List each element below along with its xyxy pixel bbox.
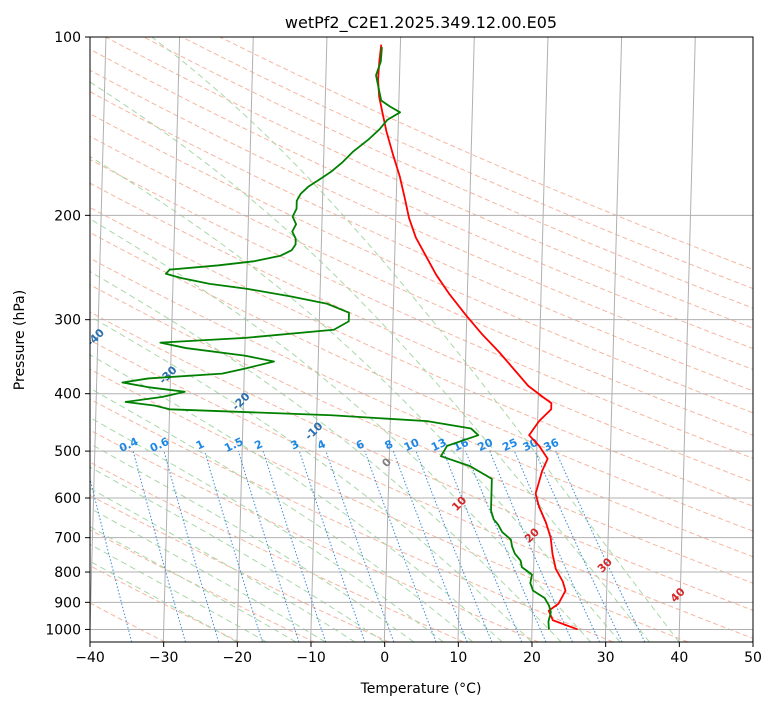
isotherm-line [531,37,549,642]
moist-adiabats [90,37,680,642]
mixing-ratio-label: 13 [429,436,448,454]
isotherm-line [678,37,696,642]
dewpoint-profile-line [121,47,552,630]
moist-adiabat-line [90,270,562,642]
y-tick-label: 200 [54,208,81,224]
moist-adiabat-line [90,387,474,642]
mixing-ratio-line [513,450,600,642]
mixing-ratio-line [465,450,547,642]
dry-adiabats [90,37,753,642]
y-tick-label: 800 [54,565,81,581]
moist-adiabat-line [90,507,326,642]
x-tick-label: −40 [75,650,105,666]
mixing-ratio-line [364,450,437,642]
mixing-ratio-label: 20 [476,436,496,454]
mixing-ratio-line [489,450,573,642]
x-axis-ticks: −40 −30 −20 −10 0 10 20 30 40 50 [75,642,762,666]
y-tick-label: 400 [54,387,81,403]
mixing-ratio-label: 25 [500,436,519,454]
x-tick-label: −20 [223,650,253,666]
isotherm-line [236,37,254,642]
mixing-ratio-label: 30 [521,436,541,454]
y-tick-label: 500 [54,444,81,460]
x-tick-label: 30 [597,650,615,666]
moist-adiabat-line [90,466,385,642]
moist-adiabat-line [90,487,356,642]
temperature-profile-line [377,44,578,631]
isotherms [90,37,753,642]
dry-adiabat-line [90,429,539,642]
mixing-ratio-line [415,450,493,642]
dry-adiabat-line [90,113,753,414]
plot-area: -100-90-80-70-60-50-40-30-20-10010203040… [90,37,753,642]
plot-frame [89,36,754,643]
dry-adiabat-line [90,135,753,436]
moist-adiabat-line [90,156,621,642]
sounding-profiles [121,44,578,631]
x-tick-label: 50 [744,650,762,666]
x-tick-label: −30 [149,650,179,666]
mixing-ratio-lines [90,450,646,642]
y-tick-label: 700 [54,531,81,547]
dry-adiabat-line [90,494,390,642]
x-tick-label: 10 [449,650,467,666]
mixing-ratio-line [392,450,468,642]
mixing-ratio-line [132,450,186,642]
moist-adiabat-line [90,526,297,642]
isotherm-line [310,37,328,642]
mixing-ratio-line [237,450,300,642]
x-tick-label: 20 [523,650,541,666]
isotherm-line [383,37,402,642]
y-tick-label: 600 [54,491,81,507]
isotherm-line [90,37,107,642]
mixing-ratio-line [262,450,327,642]
mixing-ratio-label: 10 [402,436,422,454]
y-axis-label: Pressure (hPa) [12,290,28,390]
dry-adiabat-line [90,284,753,584]
x-tick-label: 40 [670,650,688,666]
dry-adiabat-line [90,461,464,642]
dry-adiabat-line [90,529,315,642]
y-tick-label: 300 [54,313,81,329]
mixing-ratio-line [204,450,263,642]
y-axis-ticks: 100 200 300 400 500 600 700 800 900 1000 [45,30,90,638]
moist-adiabat-line [151,37,680,642]
mixing-ratio-line [163,450,220,642]
moist-adiabat-line [90,218,591,642]
dry-adiabat-line [90,158,753,459]
x-tick-label: 0 [380,650,389,666]
moist-adiabat-line [90,315,533,642]
moist-adiabat-line [90,81,650,642]
isotherm-line [162,37,181,642]
x-axis-label: Temperature (°C) [360,681,482,697]
pressure-gridlines [90,37,753,630]
isotherm-line [604,37,623,642]
moist-adiabat-line [90,354,503,642]
dry-adiabat-line [90,91,753,392]
chart-title: wetPf2_C2E1.2025.349.12.00.E05 [285,13,557,33]
dry-adiabat-line [90,368,689,642]
mixing-ratio-line [442,450,523,642]
moist-adiabat-line [90,417,444,642]
x-tick-label: −10 [296,650,326,666]
mixing-ratio-line [325,450,395,642]
dry-adiabat-line [90,182,753,483]
dry-adiabat-line [90,206,753,507]
mixing-ratio-line [90,476,133,642]
y-tick-label: 100 [54,30,81,46]
y-tick-label: 900 [54,595,81,611]
dry-adiabat-line [90,232,753,532]
mixing-ratio-label: 36 [542,436,562,454]
isotherm-line [457,37,475,642]
y-tick-label: 1000 [45,622,81,638]
mixing-ratio-line [298,450,366,642]
